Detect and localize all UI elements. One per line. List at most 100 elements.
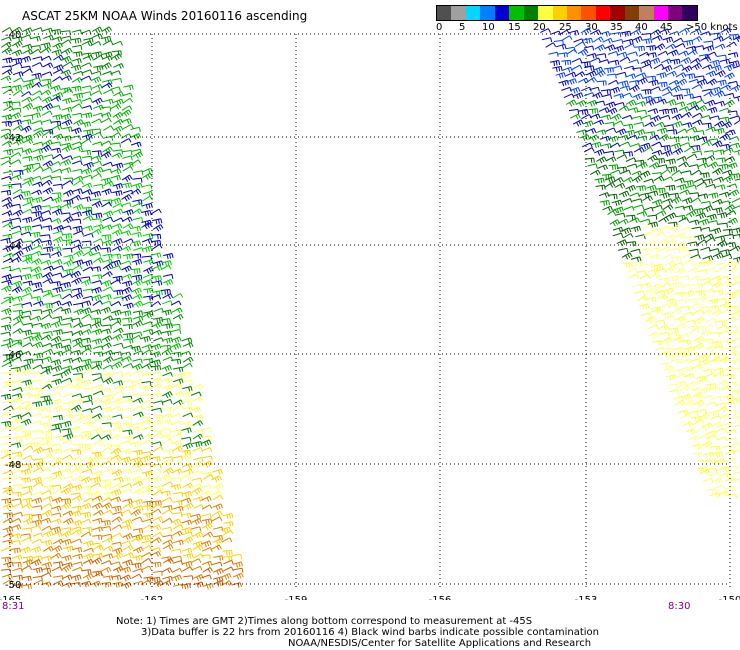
wind-barb [704, 345, 716, 353]
wind-barb [181, 512, 192, 519]
wind-barb [100, 566, 112, 573]
wind-barb [12, 194, 24, 200]
wind-barb [201, 574, 212, 580]
wind-barb [181, 427, 192, 434]
wind-barb [81, 69, 93, 75]
wind-barb [691, 112, 703, 118]
wind-barb [709, 471, 720, 477]
wind-barb [52, 183, 63, 189]
wind-barb [636, 109, 647, 115]
wind-barb [112, 397, 124, 405]
wind-barb [21, 490, 33, 496]
wind-barb [80, 580, 92, 588]
wind-barb [22, 322, 33, 328]
wind-barb [52, 114, 63, 121]
wind-barb [120, 138, 132, 144]
wind-barb [62, 393, 74, 398]
wind-barb [92, 97, 103, 105]
wind-barb [171, 555, 182, 561]
wind-barb [690, 57, 701, 64]
wind-barb [170, 413, 182, 419]
wind-barb [684, 146, 695, 153]
wind-barb [141, 470, 153, 477]
wind-barb [140, 455, 151, 462]
wind-barb [706, 78, 718, 86]
wind-barb [80, 328, 92, 335]
wind-barb [201, 460, 213, 468]
wind-barb [212, 568, 224, 576]
wind-barb [81, 358, 92, 366]
wind-barb [679, 189, 691, 196]
wind-barb [690, 28, 702, 35]
wind-barb [724, 234, 735, 240]
wind-barb [141, 301, 153, 307]
wind-barb [60, 368, 72, 377]
wind-barb [91, 173, 103, 179]
wind-barb [143, 310, 154, 317]
wind-barb [92, 376, 104, 382]
wind-barb [728, 189, 740, 197]
wind-barb [200, 554, 211, 560]
wind-barb [160, 490, 171, 497]
wind-barb [132, 505, 144, 511]
wind-barb [652, 263, 664, 270]
wind-barb [21, 503, 33, 509]
wind-barb [141, 381, 152, 387]
wind-barb [102, 263, 114, 271]
wind-barb [161, 517, 173, 524]
wind-barb [600, 89, 611, 95]
wind-barb [120, 133, 132, 139]
wind-barb [606, 73, 617, 79]
wind-barb [622, 176, 634, 183]
wind-barb [31, 379, 43, 385]
wind-barb [585, 127, 597, 134]
wind-barb [152, 580, 164, 588]
wind-barb [172, 293, 184, 299]
wind-barb [113, 91, 124, 97]
wind-barb [71, 218, 82, 224]
wind-barb [73, 373, 84, 379]
wind-barb [670, 58, 681, 65]
wind-barb [111, 317, 122, 324]
wind-barb [63, 199, 74, 206]
wind-barb [591, 141, 602, 149]
wind-barb [60, 502, 72, 510]
wind-barb [642, 146, 654, 153]
wind-barb [650, 115, 661, 123]
wind-barb [696, 426, 708, 433]
wind-barb [120, 440, 132, 446]
wind-barb [633, 146, 645, 153]
wind-barb [680, 226, 692, 232]
wind-barb [653, 175, 665, 182]
wind-barb [51, 530, 63, 537]
wind-barb [700, 31, 711, 36]
wind-barb [693, 419, 704, 426]
wind-barb [131, 287, 142, 295]
wind-barb [211, 544, 222, 551]
wind-barb [212, 494, 224, 501]
wind-barb [31, 258, 42, 266]
wind-barb [712, 198, 723, 205]
wind-barb [41, 525, 53, 531]
wind-barb [32, 352, 44, 359]
wind-barb [151, 329, 162, 336]
wind-barb [101, 429, 112, 435]
wind-barb [733, 95, 740, 102]
wind-barb [677, 50, 689, 57]
wind-barb [621, 92, 633, 98]
wind-barb [732, 397, 740, 404]
wind-barb [634, 129, 646, 136]
wind-barb [660, 169, 671, 176]
wind-barb [71, 85, 82, 92]
wind-barb [2, 460, 14, 469]
wind-barb [92, 238, 104, 244]
wind-barb [121, 105, 133, 111]
wind-barb [616, 239, 628, 247]
wind-barb [3, 561, 14, 568]
wind-barb [101, 224, 113, 231]
wind-barb [73, 230, 84, 236]
latitude-label: -42 [5, 133, 21, 144]
wind-barb [679, 27, 690, 34]
wind-barb [708, 305, 720, 311]
wind-barb [11, 295, 23, 302]
